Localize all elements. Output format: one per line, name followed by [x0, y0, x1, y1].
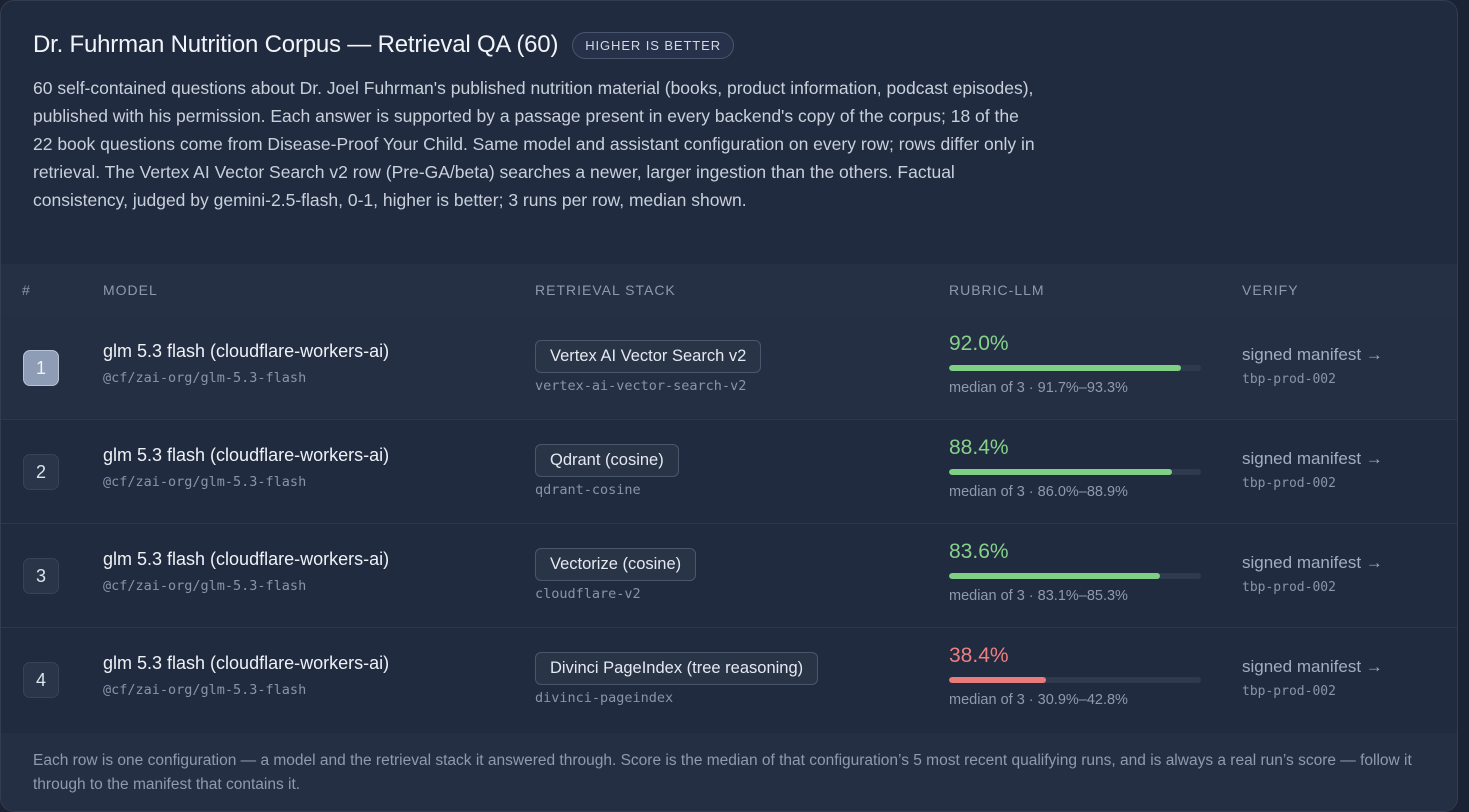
higher-is-better-badge: HIGHER IS BETTER [572, 31, 734, 59]
rank-badge: 4 [23, 662, 59, 698]
signed-manifest-link[interactable]: signed manifest → [1242, 553, 1383, 572]
retrieval-stack-chip: Divinci PageIndex (tree reasoning) [535, 652, 819, 685]
score-bar-fill [949, 365, 1181, 371]
column-header-rubric-llm: RUBRIC-LLM [949, 282, 1045, 298]
score-meta: median of 3 · 83.1%–85.3% [949, 588, 1128, 604]
model-name: glm 5.3 flash (cloudflare-workers-ai) [103, 653, 390, 673]
manifest-id: tbp-prod-002 [1242, 476, 1336, 491]
score-bar-fill [949, 677, 1046, 683]
score-bar [949, 573, 1201, 579]
retrieval-stack-id: qdrant-cosine [535, 482, 641, 498]
table-row: 4 glm 5.3 flash (cloudflare-workers-ai) … [1, 628, 1457, 733]
model-name: glm 5.3 flash (cloudflare-workers-ai) [103, 549, 390, 569]
rank-badge: 1 [23, 350, 59, 386]
model-id: @cf/zai-org/glm-5.3-flash [103, 370, 307, 386]
rank-badge: 3 [23, 558, 59, 594]
benchmark-description: 60 self-contained questions about Dr. Jo… [33, 78, 1035, 210]
retrieval-stack-chip: Qdrant (cosine) [535, 444, 679, 477]
model-id: @cf/zai-org/glm-5.3-flash [103, 474, 307, 490]
retrieval-stack-chip: Vertex AI Vector Search v2 [535, 340, 762, 373]
signed-manifest-link[interactable]: signed manifest → [1242, 345, 1383, 364]
retrieval-stack-id: vertex-ai-vector-search-v2 [535, 378, 747, 394]
score-bar [949, 365, 1201, 371]
score-bar [949, 677, 1201, 683]
manifest-id: tbp-prod-002 [1242, 684, 1336, 699]
signed-manifest-link[interactable]: signed manifest → [1242, 449, 1383, 468]
score-meta: median of 3 · 30.9%–42.8% [949, 692, 1128, 708]
page-title: Dr. Fuhrman Nutrition Corpus — Retrieval… [33, 31, 559, 58]
score-bar-fill [949, 469, 1172, 475]
table-footer: Each row is one configuration — a model … [1, 733, 1457, 811]
table-row: 3 glm 5.3 flash (cloudflare-workers-ai) … [1, 524, 1457, 628]
model-id: @cf/zai-org/glm-5.3-flash [103, 682, 307, 698]
retrieval-stack-chip: Vectorize (cosine) [535, 548, 697, 581]
table-header: # MODEL RETRIEVAL STACK RUBRIC-LLM VERIF… [1, 264, 1457, 317]
score-value: 88.4% [949, 436, 1009, 459]
manifest-id: tbp-prod-002 [1242, 580, 1336, 595]
signed-manifest-link[interactable]: signed manifest → [1242, 657, 1383, 676]
model-name: glm 5.3 flash (cloudflare-workers-ai) [103, 445, 390, 465]
score-bar-fill [949, 573, 1160, 579]
score-bar [949, 469, 1201, 475]
score-value: 92.0% [949, 332, 1009, 355]
score-meta: median of 3 · 86.0%–88.9% [949, 484, 1128, 500]
model-id: @cf/zai-org/glm-5.3-flash [103, 578, 307, 594]
score-value: 38.4% [949, 644, 1009, 667]
column-header-retrieval-stack: RETRIEVAL STACK [535, 282, 676, 298]
retrieval-stack-id: divinci-pageindex [535, 690, 674, 706]
column-header-model: MODEL [103, 282, 158, 298]
table-row: 1 glm 5.3 flash (cloudflare-workers-ai) … [1, 316, 1457, 420]
retrieval-stack-id: cloudflare-v2 [535, 586, 641, 602]
score-meta: median of 3 · 91.7%–93.3% [949, 380, 1128, 396]
score-value: 83.6% [949, 540, 1009, 563]
rank-badge: 2 [23, 454, 59, 490]
table-row: 2 glm 5.3 flash (cloudflare-workers-ai) … [1, 420, 1457, 524]
model-name: glm 5.3 flash (cloudflare-workers-ai) [103, 341, 390, 361]
column-header-verify: VERIFY [1242, 282, 1299, 298]
leaderboard-header: Dr. Fuhrman Nutrition Corpus — Retrieval… [33, 29, 1053, 214]
manifest-id: tbp-prod-002 [1242, 372, 1336, 387]
column-header-rank: # [22, 282, 31, 298]
footer-note: Each row is one configuration — a model … [33, 752, 1412, 793]
